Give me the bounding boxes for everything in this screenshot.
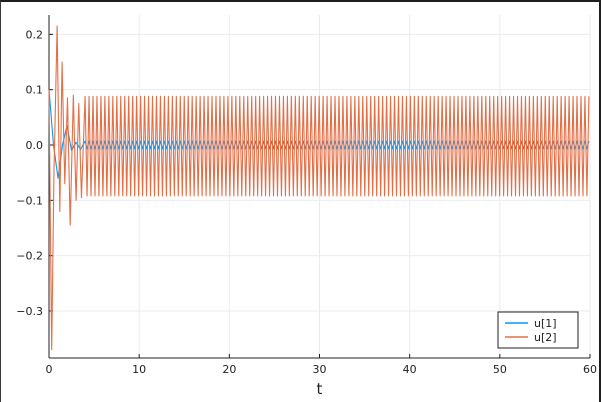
legend-label: u[1] (534, 317, 557, 330)
y-tick-label: −0.2 (16, 250, 43, 263)
axes (48, 15, 591, 359)
tick-labels: 0 10 20 30 40 50 60 0.2 0.1 0.0 −0.1 −0.2 −0.3 (16, 28, 597, 376)
y-tick-label: 0.2 (26, 28, 44, 41)
x-tick-label: 60 (583, 363, 597, 376)
legend: u[1]u[2] (497, 311, 579, 349)
y-tick-label: 0.0 (26, 139, 44, 152)
legend-box (497, 311, 579, 349)
y-tick-label: 0.1 (26, 84, 44, 97)
x-tick-label: 50 (493, 363, 507, 376)
series-lines (48, 25, 590, 351)
x-axis-label: t (317, 380, 323, 398)
legend-label: u[2] (534, 331, 557, 344)
x-tick-label: 20 (222, 363, 236, 376)
x-tick-label: 40 (403, 363, 417, 376)
x-tick-label: 10 (132, 363, 146, 376)
series-line-2 (48, 25, 590, 351)
x-tick-label: 30 (313, 363, 327, 376)
y-tick-label: −0.3 (16, 305, 43, 318)
x-tick-label: 0 (46, 363, 53, 376)
y-tick-label: −0.1 (16, 194, 43, 207)
